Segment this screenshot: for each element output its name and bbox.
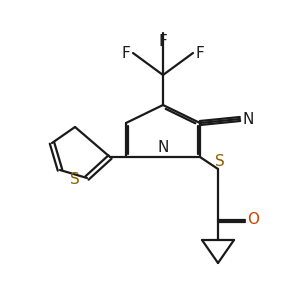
Text: F: F <box>196 45 204 60</box>
Text: N: N <box>157 139 169 155</box>
Text: S: S <box>70 173 80 188</box>
Text: N: N <box>242 112 254 127</box>
Text: F: F <box>159 34 167 48</box>
Text: O: O <box>247 213 259 228</box>
Text: S: S <box>215 155 225 170</box>
Text: F: F <box>122 45 130 60</box>
